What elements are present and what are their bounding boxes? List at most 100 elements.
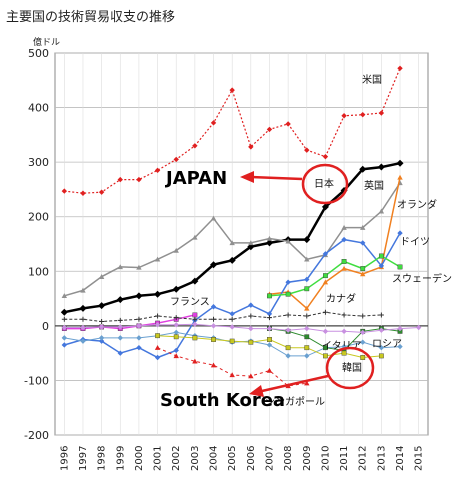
data-point — [192, 143, 198, 149]
x-tick-label: 2000 — [134, 446, 145, 471]
data-point — [377, 163, 385, 171]
data-point — [79, 304, 87, 312]
x-tick-label: 2005 — [227, 446, 238, 471]
series-label: シンガポール — [265, 396, 325, 408]
data-point — [173, 329, 179, 336]
data-point — [173, 334, 179, 340]
data-point — [61, 342, 68, 348]
data-point — [191, 277, 199, 285]
data-point — [117, 335, 123, 341]
data-point — [304, 353, 310, 359]
data-point — [303, 236, 311, 244]
data-point — [136, 323, 142, 329]
data-point — [304, 256, 310, 262]
data-point — [360, 339, 366, 345]
y-tick-label: 500 — [28, 47, 49, 60]
data-point — [173, 247, 179, 253]
data-point — [323, 273, 328, 279]
series-line — [64, 311, 382, 323]
data-point — [304, 345, 310, 351]
data-point — [61, 316, 67, 322]
data-point — [285, 353, 291, 359]
data-point — [378, 263, 385, 269]
data-point — [266, 342, 273, 348]
data-point — [154, 322, 161, 328]
data-point — [80, 316, 86, 322]
series-label: ロシア — [372, 339, 402, 350]
y-tick-label: -100 — [24, 374, 49, 387]
data-point — [304, 147, 310, 153]
data-point — [98, 189, 105, 195]
data-point — [210, 362, 217, 368]
data-point — [135, 292, 143, 300]
data-point — [285, 238, 291, 244]
data-point — [173, 156, 179, 163]
annotation-korea: South Korea — [160, 390, 285, 411]
data-point — [80, 287, 86, 293]
data-point — [285, 291, 291, 297]
data-point — [172, 285, 180, 293]
korea-circle — [325, 346, 375, 390]
data-point — [248, 373, 254, 379]
data-point — [192, 335, 198, 341]
data-point — [360, 266, 366, 271]
data-point — [341, 350, 347, 356]
data-point — [248, 302, 254, 308]
data-point — [229, 338, 235, 344]
data-point — [396, 159, 404, 167]
data-point — [397, 230, 403, 236]
data-point — [154, 344, 161, 350]
series-label: カナダ — [326, 292, 356, 305]
data-point — [266, 311, 273, 317]
data-point — [61, 335, 68, 341]
data-point — [265, 239, 273, 247]
data-point — [210, 323, 217, 329]
data-point — [322, 279, 329, 285]
data-point — [378, 353, 384, 359]
y-tick-label: 400 — [28, 102, 49, 115]
data-point — [341, 259, 347, 264]
data-point — [117, 350, 123, 356]
series-line — [64, 323, 419, 333]
data-point — [136, 316, 142, 322]
data-point — [210, 215, 217, 221]
data-point — [285, 121, 291, 127]
data-point — [61, 293, 68, 299]
y-tick-label: -200 — [24, 429, 49, 442]
data-point — [266, 367, 273, 373]
data-point — [415, 324, 422, 331]
data-point — [117, 264, 123, 270]
data-point — [61, 188, 68, 194]
korea-arrow-line — [261, 374, 329, 393]
data-point — [229, 240, 235, 246]
data-point — [304, 334, 310, 340]
data-point — [136, 335, 142, 341]
data-point — [98, 335, 105, 341]
data-point — [341, 265, 347, 271]
data-point — [360, 240, 366, 246]
x-tick-label: 2014 — [395, 446, 406, 471]
data-point — [248, 144, 254, 150]
x-tick-label: 2012 — [358, 446, 369, 471]
data-point — [229, 372, 235, 378]
chart-title: 主要国の技術貿易収支の推移 — [6, 10, 176, 25]
data-point — [341, 224, 347, 230]
data-point — [248, 339, 254, 345]
data-point — [322, 153, 329, 160]
series-label: フランス — [170, 296, 210, 308]
x-tick-label: 2015 — [414, 446, 425, 471]
data-point — [136, 264, 142, 270]
series-line — [269, 255, 401, 297]
data-point — [341, 312, 347, 318]
data-point — [321, 203, 329, 211]
data-point — [99, 318, 105, 324]
data-point — [248, 313, 254, 319]
data-point — [378, 312, 384, 318]
x-tick-label: 2006 — [246, 446, 257, 471]
data-point — [98, 324, 105, 330]
data-point — [267, 337, 272, 342]
x-tick-label: 1999 — [115, 446, 126, 471]
data-point — [285, 345, 291, 351]
data-point — [210, 261, 218, 269]
data-point — [61, 324, 68, 331]
